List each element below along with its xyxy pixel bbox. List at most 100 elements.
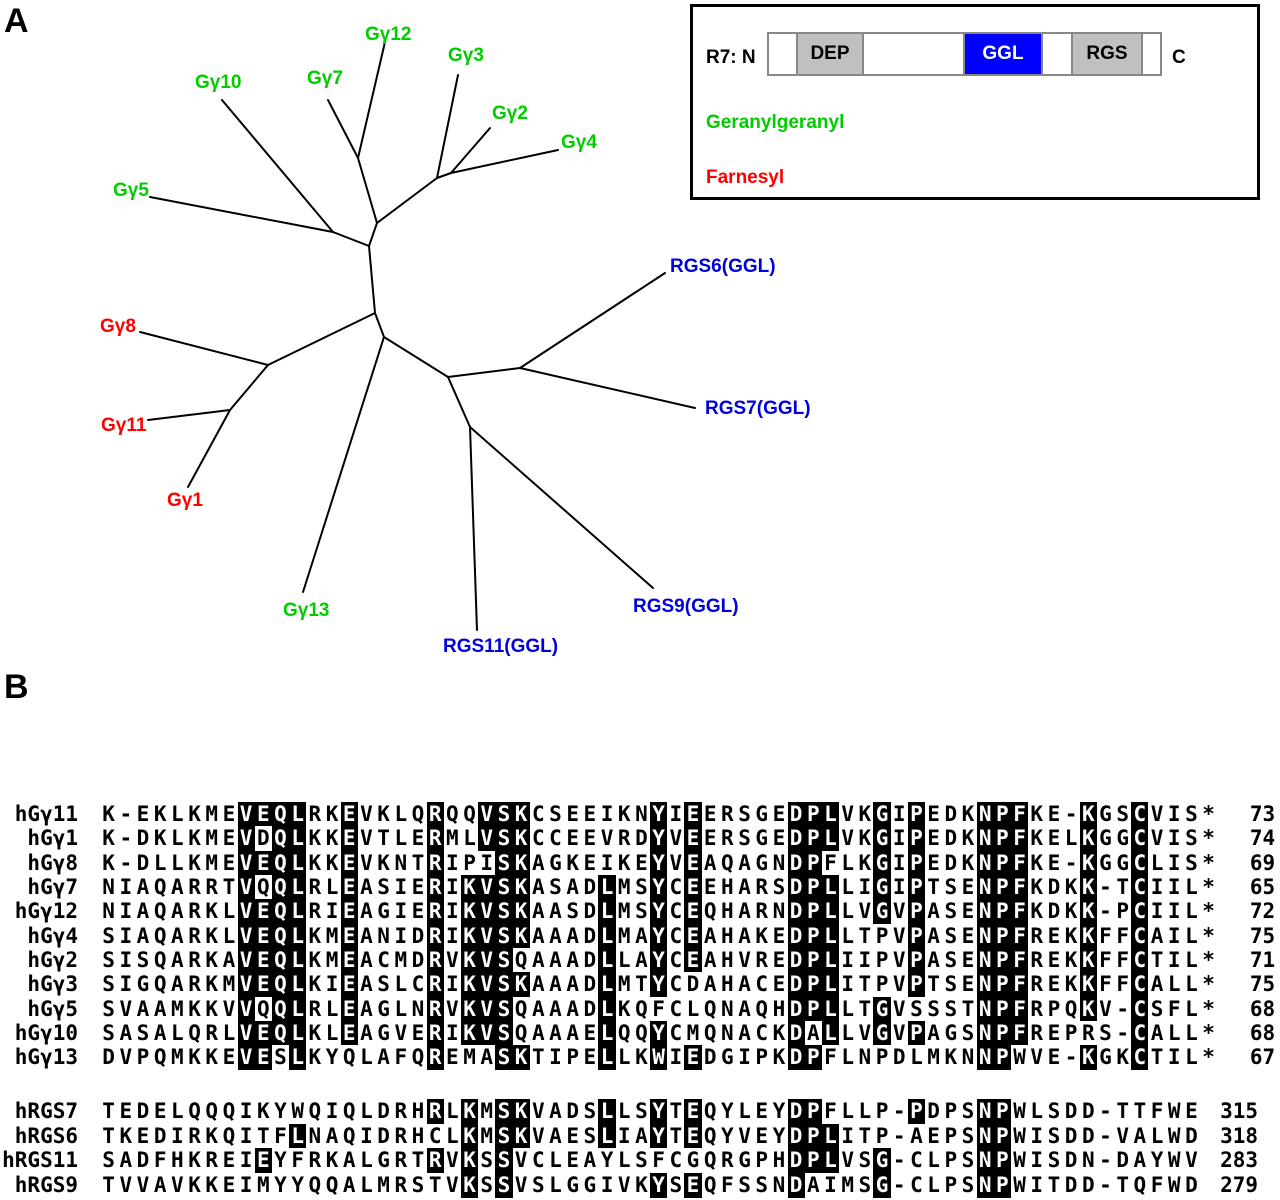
residue: V xyxy=(119,1173,133,1198)
residue: - xyxy=(1116,1020,1129,1045)
residue: F xyxy=(824,1098,837,1123)
residue: F xyxy=(1099,947,1112,972)
residue: A xyxy=(1133,1123,1147,1148)
residue: I xyxy=(119,972,133,997)
residue: A xyxy=(703,947,717,972)
residue: L xyxy=(394,826,408,851)
residue: V xyxy=(841,1148,854,1173)
residue: T xyxy=(1150,1045,1164,1070)
residue: M xyxy=(617,972,631,997)
residue: I xyxy=(325,899,339,924)
residue: L xyxy=(289,947,307,973)
residue: T xyxy=(858,996,872,1021)
residue: I xyxy=(446,1020,459,1045)
residue: V xyxy=(531,1123,545,1148)
residue: A xyxy=(738,850,751,875)
residue: S xyxy=(549,874,562,899)
residue: R xyxy=(426,850,444,875)
alignment-row: hGγ5 S V A A M K K V V Q Q L R L E A G L N R V K V S Q A A A D L K Q F C L Q… xyxy=(0,996,1275,1021)
residue: S xyxy=(635,1148,648,1173)
residue: L xyxy=(325,874,339,899)
residue: Q xyxy=(1133,1173,1147,1198)
tree-branch xyxy=(469,426,478,631)
residue: D xyxy=(944,826,958,851)
residue: F xyxy=(652,1148,665,1173)
residue: L xyxy=(394,996,408,1021)
residue: D xyxy=(787,899,805,924)
residue: Q xyxy=(1064,996,1078,1021)
residue: * xyxy=(1202,947,1215,972)
residue: F xyxy=(1167,996,1181,1021)
residue: K xyxy=(377,850,390,875)
residue: * xyxy=(1202,923,1215,948)
residue: I xyxy=(239,1098,253,1123)
residue: N xyxy=(1081,1148,1095,1173)
residue: A xyxy=(171,972,184,997)
residue: E xyxy=(635,850,648,875)
residue: A xyxy=(738,874,751,899)
residue: H xyxy=(721,899,734,924)
residue: - xyxy=(1099,874,1112,899)
residue: V xyxy=(478,826,496,851)
residue: E xyxy=(254,802,272,827)
residue: F xyxy=(824,1045,837,1070)
ggamma-alignment-block: hGγ11 K - E K L K M E V E Q L R K E V K L Q R Q Q V S K C S E E I K N Y I E… xyxy=(0,802,1275,1070)
tree-branch xyxy=(147,409,231,421)
residue: R xyxy=(426,1045,444,1070)
residue: E xyxy=(136,1123,150,1148)
residue: S xyxy=(961,1148,975,1173)
residue: Q xyxy=(153,923,167,948)
tree-branch xyxy=(357,157,378,224)
residue: V xyxy=(1150,826,1164,851)
residue: L xyxy=(821,802,840,827)
residue: Q xyxy=(188,1020,201,1045)
residue: M xyxy=(480,1098,494,1123)
residue: V xyxy=(600,826,614,851)
residue: V xyxy=(237,947,255,973)
residue: A xyxy=(136,996,150,1021)
residue: Q xyxy=(635,996,648,1021)
residue: D xyxy=(1185,1173,1198,1198)
residue: A xyxy=(738,996,751,1021)
residue: V xyxy=(478,802,496,827)
residue: W xyxy=(1013,1173,1026,1198)
residue: S xyxy=(961,1020,975,1045)
residue: D xyxy=(102,1045,115,1070)
residue: A xyxy=(1150,972,1164,997)
residue: L xyxy=(927,1173,940,1198)
residue: K xyxy=(1116,1045,1129,1070)
residue: E xyxy=(684,1173,702,1199)
residue: Q xyxy=(617,1020,631,1045)
residue: L xyxy=(738,1098,751,1123)
residue: K xyxy=(1064,972,1078,997)
residue: M xyxy=(480,1123,494,1148)
residue: K xyxy=(755,923,769,948)
residue: F xyxy=(1010,947,1029,973)
residue: C xyxy=(669,947,683,972)
residue: V xyxy=(841,826,854,851)
residue: R xyxy=(1030,1020,1044,1045)
residue: V xyxy=(237,1020,255,1046)
residue: W xyxy=(1013,1123,1026,1148)
residue: Q xyxy=(463,802,476,826)
phylogenetic-tree: Gγ12 Gγ7 Gγ3 Gγ10 Gγ2 Gγ4 Gγ5 Gγ13 Gγ8 Gγ11 Gγ1 RGS… xyxy=(100,24,811,657)
residue: Q xyxy=(342,1098,356,1123)
residue: L xyxy=(598,996,616,1021)
residue: A xyxy=(703,923,717,948)
residue: D xyxy=(153,1123,167,1148)
residue: L xyxy=(222,899,236,924)
residue: D xyxy=(1064,1098,1078,1123)
residue: E xyxy=(772,826,786,851)
residue: A xyxy=(136,874,150,899)
residue: I xyxy=(325,1098,339,1123)
residue: Q xyxy=(703,1098,717,1123)
alignment-row: hGγ2 S I S Q A R K A V E Q L K M E A C M D R V K V S Q A A A D L L A Y C E A… xyxy=(0,947,1275,973)
sequence-name: hRGS11 xyxy=(2,1148,78,1173)
residue: V xyxy=(1185,1148,1198,1173)
residue: Q xyxy=(411,802,425,826)
residue: L xyxy=(927,1148,940,1173)
residue: I xyxy=(360,1123,373,1148)
residue: F xyxy=(1010,899,1029,924)
residue: L xyxy=(598,1123,616,1149)
residue: N xyxy=(976,972,994,997)
